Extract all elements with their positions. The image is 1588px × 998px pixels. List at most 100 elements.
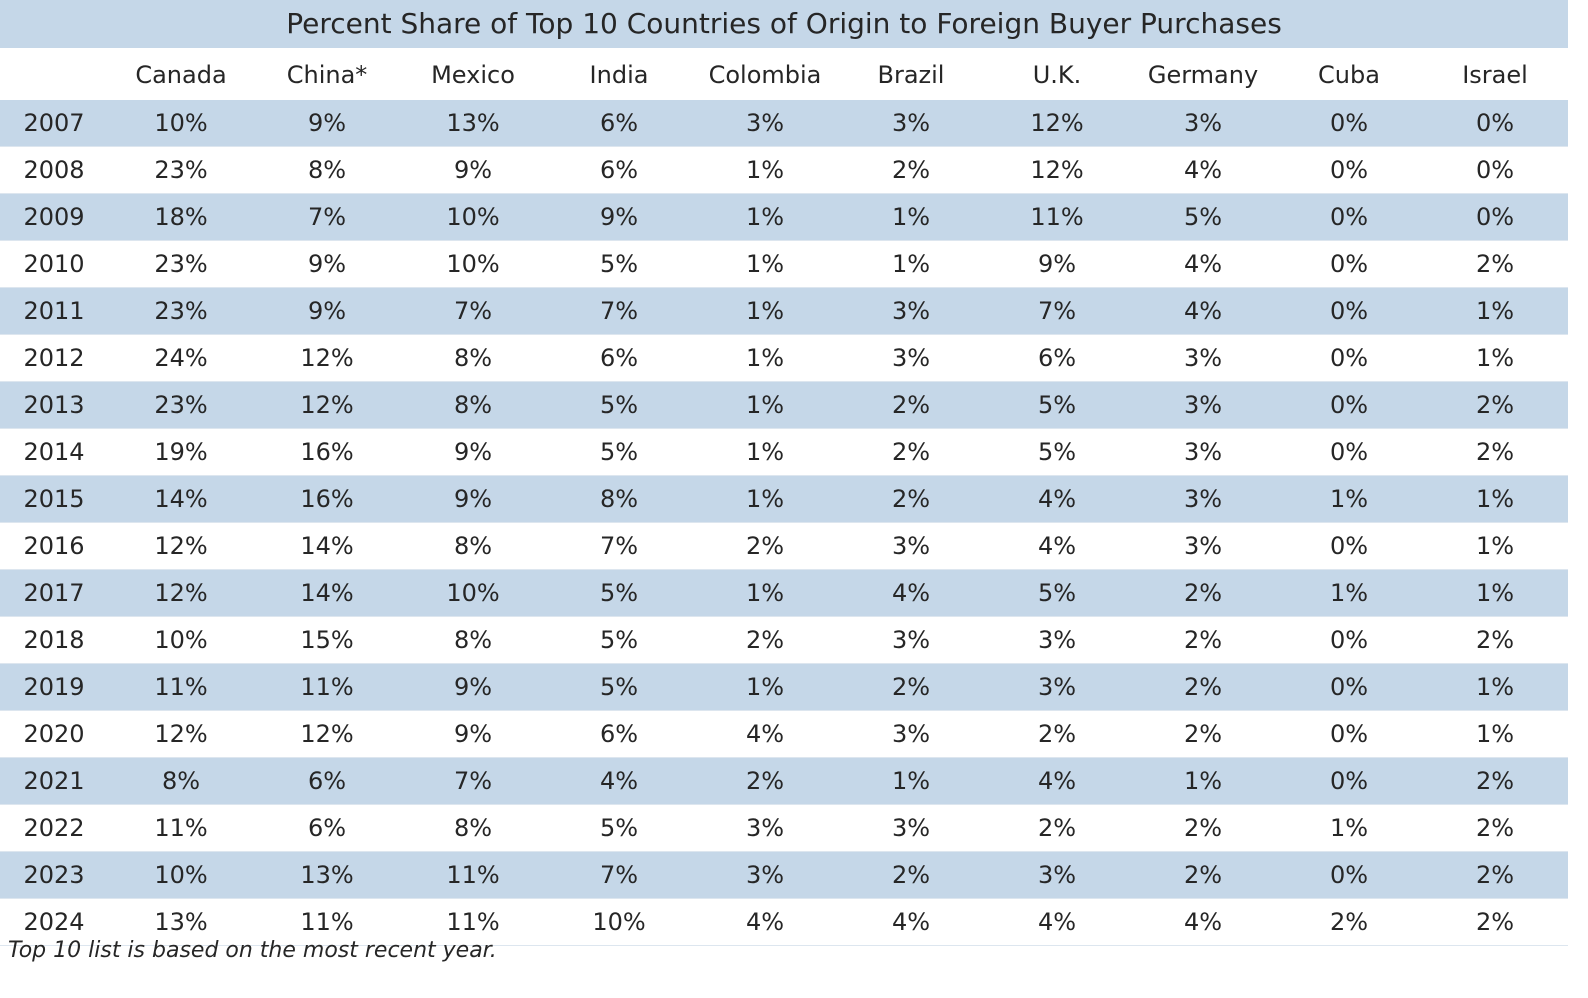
value-cell: 4% <box>692 898 838 946</box>
table-row: 2017 12% 14% 10% 5% 1% 4% 5% 2% 1% 1% <box>0 569 1568 617</box>
value-cell: 23% <box>108 287 254 335</box>
value-cell: 1% <box>692 475 838 523</box>
value-cell: 11% <box>400 898 546 946</box>
value-cell: 2% <box>838 428 984 476</box>
value-cell: 7% <box>400 287 546 335</box>
value-cell: 4% <box>692 710 838 758</box>
value-cell: 2% <box>1130 616 1276 664</box>
value-cell: 11% <box>254 898 400 946</box>
year-cell: 2011 <box>0 287 108 335</box>
value-cell: 0% <box>1276 334 1422 382</box>
value-cell: 1% <box>692 381 838 429</box>
value-cell: 2% <box>1130 851 1276 899</box>
value-cell: 2% <box>838 663 984 711</box>
year-cell: 2017 <box>0 569 108 617</box>
value-cell: 10% <box>400 569 546 617</box>
value-cell: 1% <box>692 334 838 382</box>
footnote: Top 10 list is based on the most recent … <box>8 938 497 963</box>
value-cell: 14% <box>108 475 254 523</box>
table-row: 2022 11% 6% 8% 5% 3% 3% 2% 2% 1% 2% <box>0 804 1568 852</box>
header-row: Canada China* Mexico India Colombia Braz… <box>0 50 1568 100</box>
value-cell: 12% <box>108 522 254 570</box>
value-cell: 2% <box>1422 616 1568 664</box>
value-cell: 9% <box>400 475 546 523</box>
table-row: 2011 23% 9% 7% 7% 1% 3% 7% 4% 0% 1% <box>0 287 1568 335</box>
value-cell: 3% <box>1130 100 1276 147</box>
value-cell: 0% <box>1276 100 1422 147</box>
value-cell: 3% <box>692 804 838 852</box>
value-cell: 3% <box>838 100 984 147</box>
value-cell: 7% <box>984 287 1130 335</box>
column-header: India <box>589 61 649 89</box>
value-cell: 5% <box>546 381 692 429</box>
value-cell: 1% <box>838 193 984 241</box>
value-cell: 5% <box>546 663 692 711</box>
value-cell: 1% <box>1422 710 1568 758</box>
value-cell: 2% <box>1422 851 1568 899</box>
value-cell: 1% <box>1422 522 1568 570</box>
table-row: 2023 10% 13% 11% 7% 3% 2% 3% 2% 0% 2% <box>0 851 1568 899</box>
value-cell: 1% <box>1422 475 1568 523</box>
value-cell: 0% <box>1422 193 1568 241</box>
value-cell: 0% <box>1422 146 1568 194</box>
table-title: Percent Share of Top 10 Countries of Ori… <box>0 0 1568 48</box>
value-cell: 9% <box>984 240 1130 288</box>
value-cell: 2% <box>838 146 984 194</box>
year-column-header <box>0 50 108 100</box>
value-cell: 1% <box>692 428 838 476</box>
value-cell: 1% <box>1276 569 1422 617</box>
value-cell: 2% <box>1422 240 1568 288</box>
value-cell: 2% <box>1422 381 1568 429</box>
table-row: 2021 8% 6% 7% 4% 2% 1% 4% 1% 0% 2% <box>0 757 1568 805</box>
value-cell: 9% <box>400 146 546 194</box>
value-cell: 9% <box>400 663 546 711</box>
value-cell: 6% <box>254 757 400 805</box>
table-row: 2010 23% 9% 10% 5% 1% 1% 9% 4% 0% 2% <box>0 240 1568 288</box>
value-cell: 7% <box>254 193 400 241</box>
year-cell: 2007 <box>0 100 108 147</box>
value-cell: 3% <box>1130 428 1276 476</box>
value-cell: 0% <box>1276 287 1422 335</box>
value-cell: 1% <box>1422 663 1568 711</box>
value-cell: 0% <box>1422 100 1568 147</box>
value-cell: 5% <box>546 569 692 617</box>
value-cell: 0% <box>1276 616 1422 664</box>
value-cell: 5% <box>546 240 692 288</box>
table-row: 2016 12% 14% 8% 7% 2% 3% 4% 3% 0% 1% <box>0 522 1568 570</box>
value-cell: 2% <box>838 851 984 899</box>
value-cell: 3% <box>692 100 838 147</box>
value-cell: 1% <box>692 663 838 711</box>
year-cell: 2018 <box>0 616 108 664</box>
year-cell: 2024 <box>0 898 108 946</box>
value-cell: 23% <box>108 146 254 194</box>
value-cell: 9% <box>254 240 400 288</box>
value-cell: 2% <box>1130 663 1276 711</box>
value-cell: 9% <box>400 710 546 758</box>
value-cell: 5% <box>984 428 1130 476</box>
value-cell: 8% <box>400 334 546 382</box>
value-cell: 4% <box>984 898 1130 946</box>
value-cell: 6% <box>546 100 692 147</box>
year-cell: 2009 <box>0 193 108 241</box>
value-cell: 0% <box>1276 757 1422 805</box>
value-cell: 3% <box>838 334 984 382</box>
value-cell: 0% <box>1276 663 1422 711</box>
value-cell: 0% <box>1276 240 1422 288</box>
value-cell: 2% <box>692 616 838 664</box>
value-cell: 0% <box>1276 146 1422 194</box>
value-cell: 1% <box>838 757 984 805</box>
foreign-buyer-share-table: Canada China* Mexico India Colombia Braz… <box>0 50 1568 946</box>
value-cell: 14% <box>254 569 400 617</box>
value-cell: 3% <box>984 616 1130 664</box>
value-cell: 9% <box>254 287 400 335</box>
value-cell: 0% <box>1276 428 1422 476</box>
year-cell: 2021 <box>0 757 108 805</box>
value-cell: 3% <box>692 851 838 899</box>
table-row: 2019 11% 11% 9% 5% 1% 2% 3% 2% 0% 1% <box>0 663 1568 711</box>
value-cell: 2% <box>1130 710 1276 758</box>
value-cell: 3% <box>838 522 984 570</box>
value-cell: 13% <box>108 898 254 946</box>
value-cell: 13% <box>400 100 546 147</box>
value-cell: 12% <box>984 146 1130 194</box>
value-cell: 11% <box>108 804 254 852</box>
